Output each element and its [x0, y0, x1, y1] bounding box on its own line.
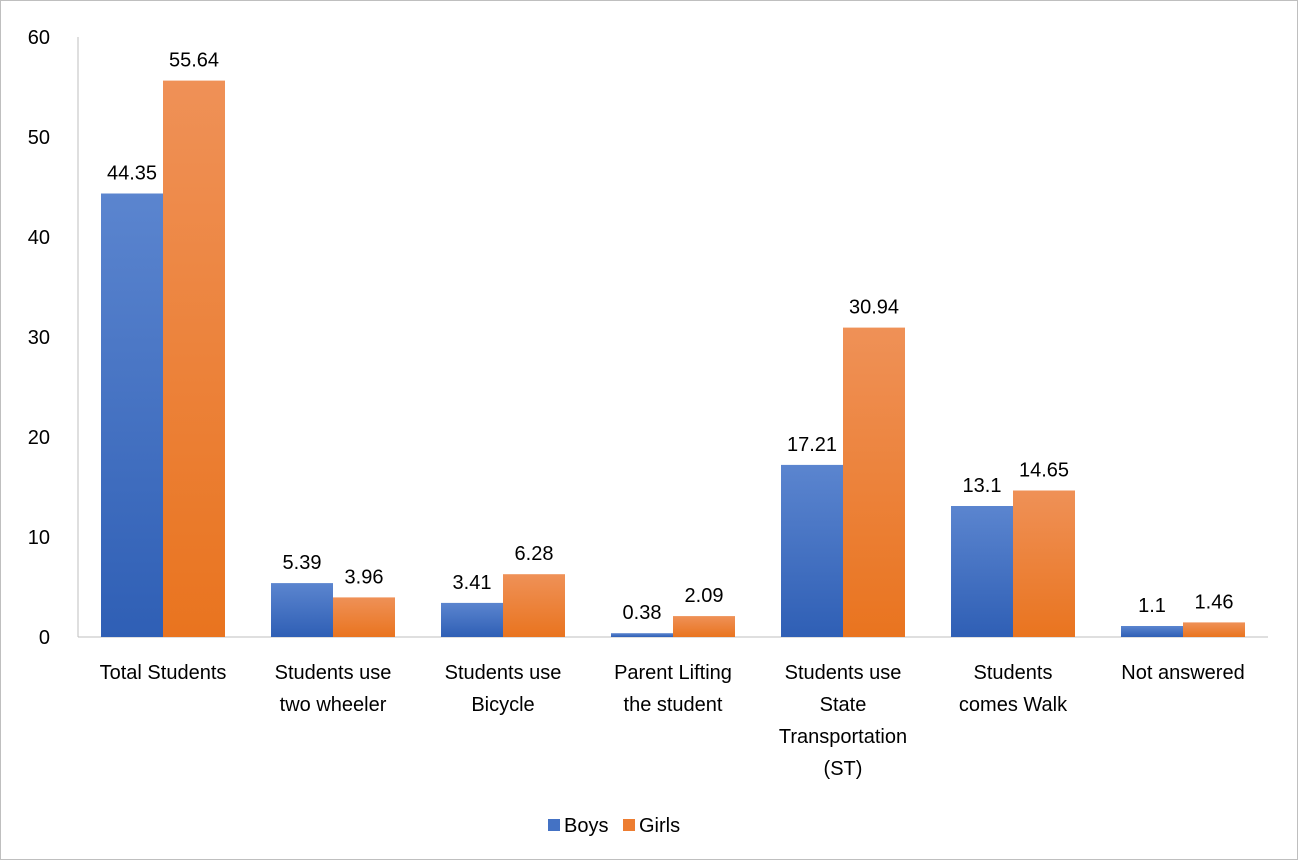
legend-label-girls: Girls	[639, 815, 680, 837]
bar-boys	[441, 602, 503, 637]
category-label: Students use	[785, 662, 902, 684]
category-label: two wheeler	[280, 694, 387, 716]
category-label: comes Walk	[959, 694, 1068, 716]
data-label-girls: 3.96	[345, 566, 384, 588]
category-label: Students use	[275, 662, 392, 684]
data-label-girls: 30.94	[849, 297, 899, 319]
category-label: Students	[974, 662, 1053, 684]
bar-girls	[843, 327, 905, 637]
category-labels: Total Students Students use two wheeler Stu…	[100, 662, 1245, 780]
data-label-boys: 44.35	[107, 163, 157, 185]
category-label: (ST)	[824, 758, 863, 780]
y-tick-label: 20	[28, 427, 50, 449]
legend-label-boys: Boys	[564, 815, 608, 837]
data-label-boys: 1.1	[1138, 595, 1166, 617]
data-label-girls: 2.09	[685, 585, 724, 607]
bar-girls	[333, 597, 395, 637]
bar-boys	[951, 506, 1013, 637]
category-label: the student	[624, 694, 723, 716]
y-tick-label: 0	[39, 627, 50, 649]
category-label: Parent Lifting	[614, 662, 732, 684]
data-label-girls: 1.46	[1195, 591, 1234, 613]
legend: Boys Girls	[548, 815, 680, 837]
category-label: Total Students	[100, 662, 227, 684]
y-tick-label: 60	[28, 27, 50, 49]
legend-swatch-boys	[548, 819, 560, 831]
bar-girls	[1183, 622, 1245, 637]
bar-boys	[101, 193, 163, 637]
category-label: Bicycle	[471, 694, 534, 716]
y-tick-label: 30	[28, 327, 50, 349]
data-label-boys: 13.1	[963, 475, 1002, 497]
data-label-boys: 17.21	[787, 434, 837, 456]
bar-girls	[163, 80, 225, 638]
bar-girls	[1013, 490, 1075, 637]
legend-swatch-girls	[623, 819, 635, 831]
data-label-boys: 5.39	[283, 552, 322, 574]
bar-boys	[1121, 626, 1183, 637]
category-label: Students use	[445, 662, 562, 684]
data-labels: 44.35 55.64 5.39 3.96 3.41 6.28 0.38 2.09 17.21 3…	[107, 50, 1234, 625]
data-label-boys: 0.38	[623, 602, 662, 624]
bar-boys	[611, 633, 673, 637]
category-label: Transportation	[779, 726, 907, 748]
category-label: Not answered	[1121, 662, 1244, 684]
data-label-girls: 14.65	[1019, 460, 1069, 482]
bar-girls	[673, 616, 735, 637]
category-label: State	[820, 694, 867, 716]
bars	[101, 80, 1245, 638]
bar-boys	[271, 583, 333, 637]
y-tick-label: 10	[28, 527, 50, 549]
data-label-boys: 3.41	[453, 572, 492, 594]
y-tick-label: 40	[28, 227, 50, 249]
data-label-girls: 6.28	[515, 543, 554, 565]
data-label-girls: 55.64	[169, 50, 219, 72]
bar-girls	[503, 574, 565, 637]
bar-boys	[781, 464, 843, 637]
y-tick-label: 50	[28, 127, 50, 149]
